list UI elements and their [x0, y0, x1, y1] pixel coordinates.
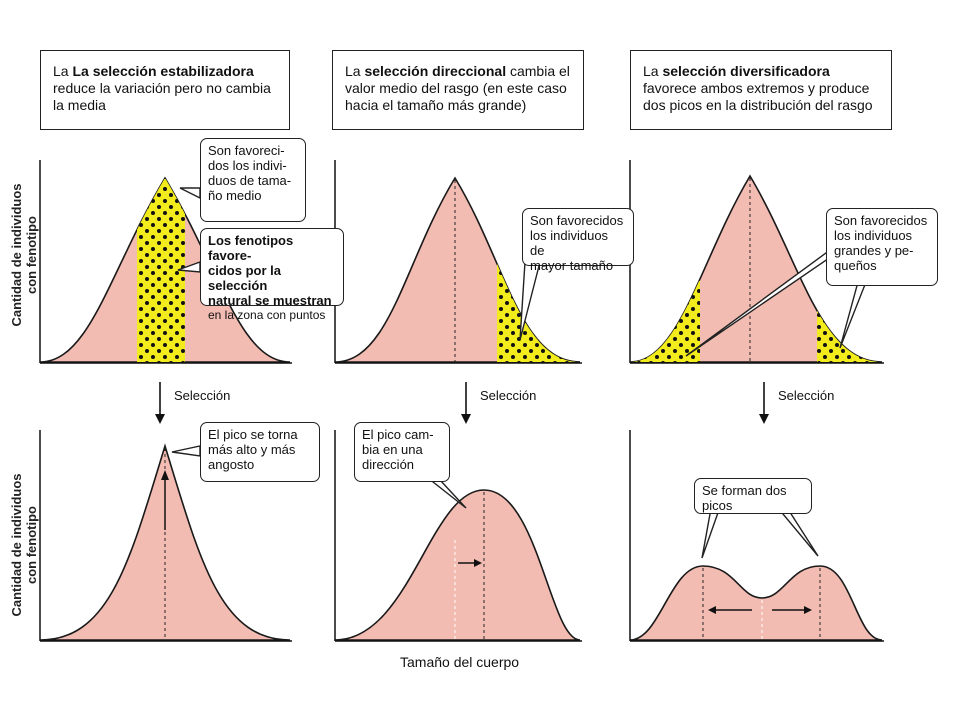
- distribution-curve: [39, 443, 291, 641]
- down-arrow-icon: [461, 382, 471, 424]
- selected-region-left: [630, 176, 700, 362]
- up-arrow-icon: [161, 470, 169, 530]
- panel-directional-after: [334, 430, 582, 642]
- selection-label: Selección: [174, 388, 231, 403]
- callout-stabilizing-phenotypes: Los fenotipos favore- cidos por la selec…: [200, 228, 344, 322]
- panel-disruptive-after: [629, 430, 884, 642]
- header-directional: La selección direccional cambia el valor…: [332, 50, 584, 130]
- callout-stabilizing-after: El pico se torna más alto y más angosto: [200, 422, 320, 482]
- callout-pointers: [171, 187, 868, 559]
- right-arrow-icon: [458, 559, 482, 567]
- selected-region: [137, 178, 185, 362]
- distribution-curve: [334, 489, 581, 641]
- callout-directional-favored: Son favorecidos los individuos de mayor …: [522, 208, 634, 273]
- panel-stabilizing-before: [39, 160, 292, 364]
- header-stabilizing: La La selección estabilizadora reduce la…: [40, 50, 290, 130]
- callout-disruptive-favored: Son favorecidos los individuos grandes y…: [826, 208, 938, 286]
- callout-directional-after: El pico cam- bia en una dirección: [354, 422, 450, 482]
- down-arrow-icon: [759, 382, 769, 424]
- double-arrow-icon: [708, 606, 812, 614]
- x-axis-label: Tamaño del cuerpo: [400, 654, 520, 670]
- distribution-curve: [629, 565, 883, 641]
- panel-stabilizing-after: [39, 430, 292, 642]
- header-disruptive: La selección diversificadora favorece am…: [630, 50, 892, 130]
- down-arrow-icon: [155, 382, 165, 424]
- selection-label: Selección: [778, 388, 835, 403]
- callout-stabilizing-favored: Son favoreci- dos los indivi- duos de ta…: [200, 138, 306, 222]
- selection-label: Selección: [480, 388, 537, 403]
- callout-disruptive-after: Se forman dos picos: [694, 478, 812, 514]
